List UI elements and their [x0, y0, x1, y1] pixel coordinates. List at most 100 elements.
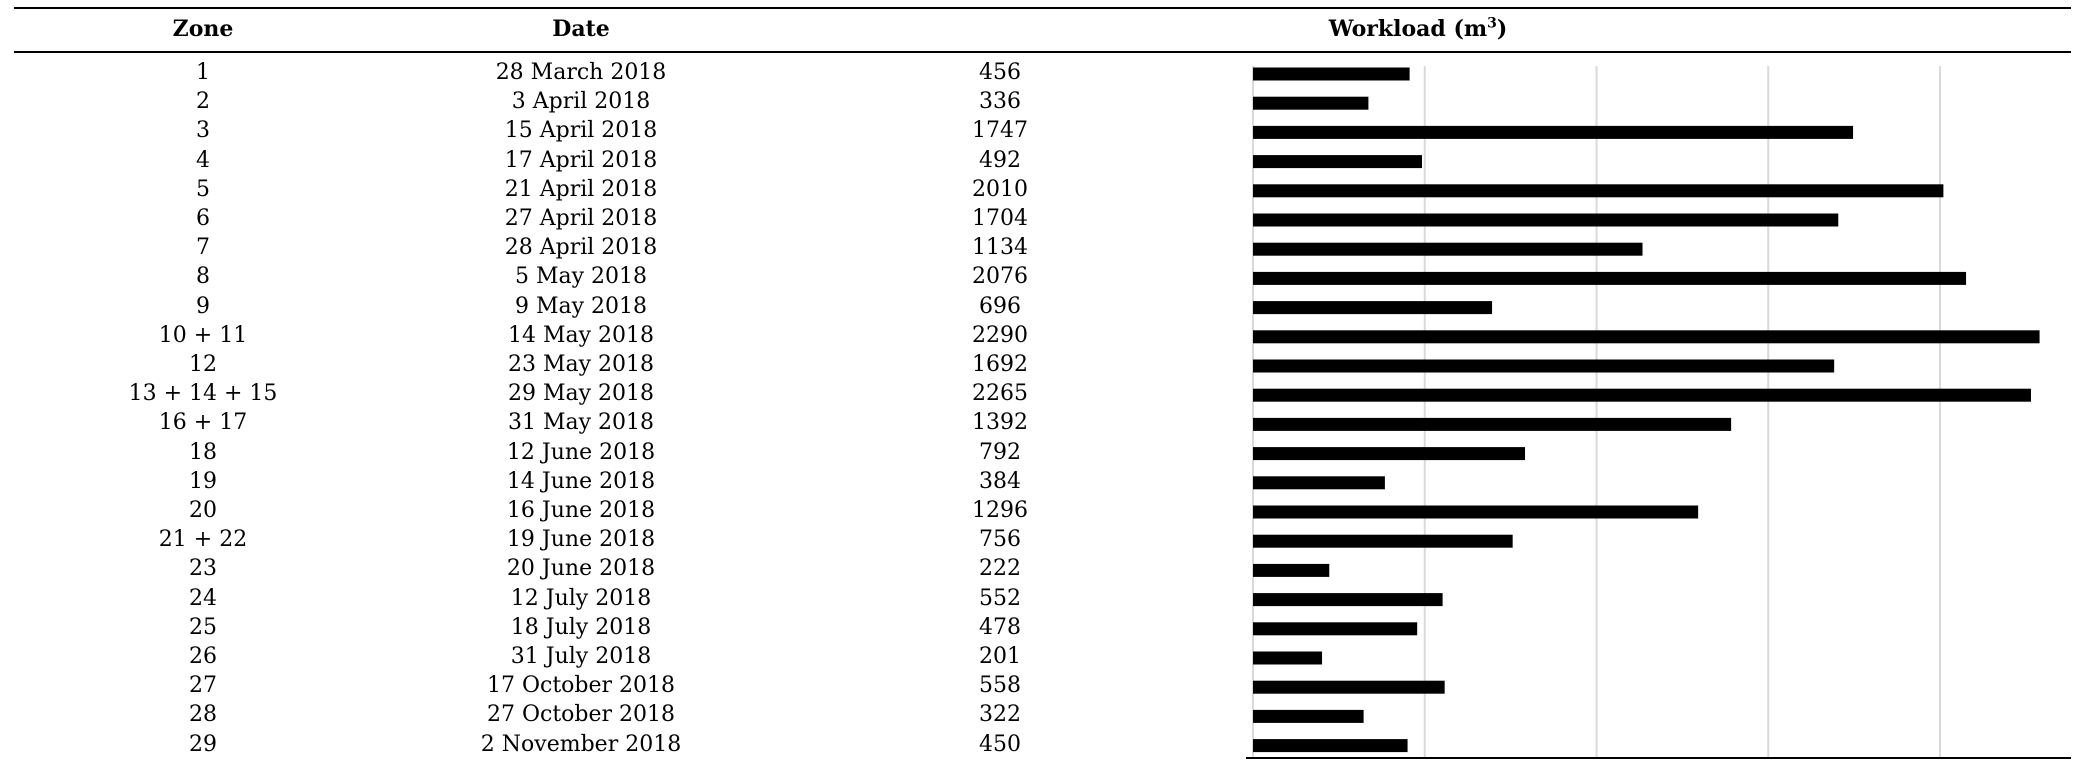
- zone-cell: 24: [189, 585, 217, 611]
- bar: [1253, 359, 1835, 373]
- bar: [1253, 242, 1643, 256]
- date-cell: 19 June 2018: [506, 527, 656, 553]
- workload-cell: 322: [979, 702, 1021, 728]
- workload-cell: 552: [979, 585, 1021, 611]
- date-cell: 23 May 2018: [507, 352, 655, 377]
- bar: [1253, 213, 1839, 227]
- date-cell: 20 June 2018: [506, 556, 656, 582]
- bar: [1253, 330, 2040, 344]
- bar: [1253, 184, 1944, 198]
- zone-cell: 23: [189, 556, 217, 582]
- zone-cell: 26: [189, 644, 217, 669]
- zone-cell: 25: [189, 614, 217, 640]
- zone-cell: 20: [189, 498, 217, 523]
- date-cell: 3 April 2018: [511, 89, 651, 115]
- bar: [1253, 709, 1364, 723]
- bar: [1253, 563, 1330, 577]
- column-header-workload: Workload (m3): [1328, 15, 1508, 42]
- date-cell: 31 May 2018: [507, 410, 655, 436]
- workload-cell: 222: [979, 556, 1021, 582]
- workload-cell: 2076: [972, 264, 1028, 290]
- workload-cell: 2010: [972, 176, 1028, 202]
- date-cell: 21 April 2018: [504, 176, 658, 202]
- workload-cell: 450: [979, 731, 1021, 757]
- zone-cell: 16 + 17: [158, 410, 248, 436]
- date-cell: 17 October 2018: [486, 673, 676, 699]
- workload-cell: 1747: [972, 118, 1028, 144]
- workload-cell: 384: [979, 468, 1021, 494]
- date-cell: 28 April 2018: [504, 235, 658, 261]
- top-rule: [14, 7, 2071, 9]
- zone-cell: 5: [196, 176, 210, 202]
- workload-cell: 492: [979, 147, 1021, 173]
- workload-cell: 201: [979, 644, 1021, 669]
- bar: [1253, 622, 1418, 636]
- bar: [1253, 388, 2031, 402]
- workload-cell: 1692: [972, 352, 1028, 377]
- bar: [1253, 67, 1410, 81]
- bar: [1253, 271, 1967, 285]
- zone-cell: 10 + 11: [158, 322, 248, 348]
- workload-cell: 2290: [972, 322, 1028, 348]
- date-cell: 9 May 2018: [514, 293, 648, 319]
- workload-cell: 336: [979, 89, 1021, 115]
- zone-cell: 19: [189, 468, 217, 494]
- date-cell: 14 June 2018: [506, 468, 656, 494]
- zone-cell: 1: [196, 60, 210, 85]
- header-rule: [14, 51, 2071, 53]
- bar: [1253, 417, 1732, 431]
- zone-cell: 4: [196, 147, 210, 173]
- bar: [1253, 125, 1854, 139]
- zone-cell: 28: [189, 702, 217, 728]
- date-cell: 12 June 2018: [506, 439, 656, 465]
- zone-cell: 13 + 14 + 15: [128, 381, 278, 407]
- zone-cell: 27: [189, 673, 217, 699]
- workload-cell: 558: [979, 673, 1021, 699]
- zone-cell: 2: [196, 89, 210, 115]
- bar: [1253, 505, 1699, 519]
- bar: [1253, 447, 1526, 461]
- date-cell: 29 May 2018: [507, 381, 655, 407]
- date-cell: 5 May 2018: [514, 264, 648, 290]
- bar: [1253, 301, 1493, 315]
- workload-cell: 696: [979, 293, 1021, 319]
- workload-cell: 1134: [972, 235, 1028, 261]
- workload-cell: 1392: [972, 410, 1028, 436]
- bar: [1253, 593, 1443, 607]
- date-cell: 15 April 2018: [504, 118, 658, 144]
- date-cell: 27 October 2018: [486, 702, 676, 728]
- zone-cell: 7: [196, 235, 210, 261]
- workload-cell: 2265: [972, 381, 1028, 407]
- workload-cell: 456: [979, 60, 1021, 85]
- bar: [1253, 534, 1513, 548]
- date-cell: 31 July 2018: [510, 644, 652, 669]
- date-cell: 2 November 2018: [480, 731, 682, 757]
- bar: [1253, 155, 1422, 169]
- zone-cell: 18: [189, 439, 217, 465]
- workload-cell: 1296: [972, 498, 1028, 523]
- bar: [1253, 739, 1408, 753]
- zone-cell: 29: [189, 731, 217, 757]
- date-cell: 17 April 2018: [504, 147, 658, 173]
- workload-cell: 756: [979, 527, 1021, 553]
- workload-cell: 1704: [972, 206, 1028, 231]
- date-cell: 14 May 2018: [507, 322, 655, 348]
- zone-cell: 12: [189, 352, 217, 377]
- column-header-date: Date: [552, 16, 610, 42]
- date-cell: 12 July 2018: [510, 585, 652, 611]
- date-cell: 28 March 2018: [495, 60, 667, 85]
- workload-cell: 478: [979, 614, 1021, 640]
- zone-cell: 9: [196, 293, 210, 319]
- zone-cell: 6: [196, 206, 210, 231]
- column-header-zone: Zone: [172, 16, 234, 42]
- date-cell: 16 June 2018: [506, 498, 656, 523]
- zone-cell: 21 + 22: [158, 527, 248, 553]
- workload-cell: 792: [979, 439, 1021, 465]
- bar: [1253, 680, 1445, 694]
- date-cell: 18 July 2018: [510, 614, 652, 640]
- bar: [1253, 476, 1385, 490]
- date-cell: 27 April 2018: [504, 206, 658, 231]
- zone-cell: 8: [196, 264, 210, 290]
